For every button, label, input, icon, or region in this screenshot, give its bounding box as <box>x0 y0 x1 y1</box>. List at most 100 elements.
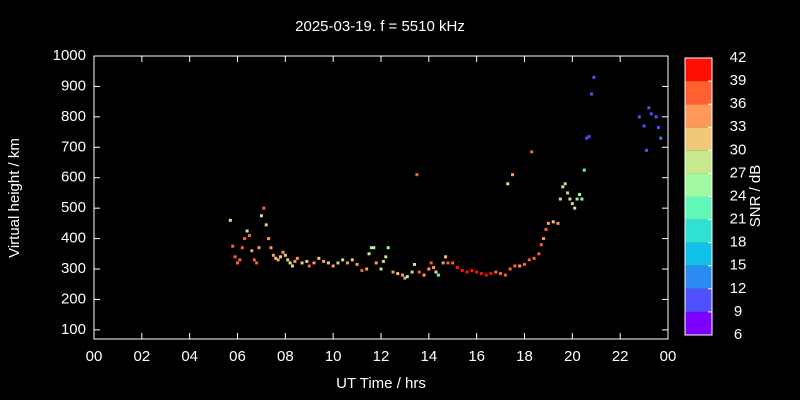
point <box>436 273 440 277</box>
colorbar-swatch <box>685 150 712 174</box>
point <box>575 197 579 201</box>
point <box>551 220 555 224</box>
x-tick-label: 16 <box>468 348 485 365</box>
point <box>245 229 249 233</box>
point <box>379 267 383 271</box>
point <box>587 135 591 139</box>
x-tick-label: 12 <box>373 348 390 365</box>
colorbar-tick-label: 21 <box>730 211 747 228</box>
point <box>412 262 416 266</box>
point <box>360 269 364 273</box>
point <box>257 246 261 250</box>
point <box>537 252 541 256</box>
point <box>252 258 256 262</box>
point <box>499 272 503 276</box>
point <box>341 258 345 262</box>
point <box>441 261 445 265</box>
point <box>300 261 304 265</box>
point <box>367 252 371 256</box>
point <box>644 148 648 152</box>
point <box>312 261 316 265</box>
point <box>238 258 242 262</box>
x-tick-label: 00 <box>86 348 103 365</box>
point <box>240 246 244 250</box>
point <box>558 197 562 201</box>
point <box>568 197 572 201</box>
point <box>236 261 239 265</box>
x-tick-label: 04 <box>181 348 198 365</box>
point <box>355 262 359 266</box>
point <box>243 237 247 241</box>
point <box>592 75 596 79</box>
point <box>484 273 488 277</box>
point <box>369 246 373 250</box>
colorbar-swatch <box>685 173 712 197</box>
point <box>274 256 278 260</box>
point <box>434 270 438 274</box>
x-tick-label: 00 <box>660 348 677 365</box>
colorbar-tick-label: 39 <box>730 72 747 89</box>
x-axis-label: UT Time / hrs <box>336 375 426 392</box>
colorbar-tick-label: 27 <box>730 164 747 181</box>
point <box>585 136 589 140</box>
point <box>403 276 407 280</box>
colorbar-tick-label: 9 <box>734 303 742 320</box>
point <box>264 223 268 227</box>
point <box>255 261 259 265</box>
colorbar-tick-label: 15 <box>730 257 747 274</box>
point <box>262 206 266 210</box>
point <box>381 259 385 263</box>
point <box>259 214 263 218</box>
point <box>659 136 663 140</box>
point <box>401 273 405 277</box>
point <box>286 258 290 262</box>
y-tick-label: 500 <box>61 199 86 216</box>
point <box>279 255 283 259</box>
point <box>570 202 574 206</box>
point <box>231 244 235 248</box>
point <box>384 255 388 259</box>
chart-title: 2025-03-19. f = 5510 kHz <box>295 18 465 35</box>
point <box>489 272 493 276</box>
point <box>415 173 419 177</box>
point <box>417 270 421 274</box>
point <box>451 261 455 265</box>
point <box>470 269 474 273</box>
colorbar-swatch <box>685 58 712 82</box>
point <box>276 258 280 262</box>
point <box>283 253 287 257</box>
point <box>527 258 531 262</box>
y-tick-label: 200 <box>61 290 86 307</box>
point <box>427 267 431 271</box>
point <box>637 115 641 119</box>
point <box>506 182 510 186</box>
point <box>530 150 534 154</box>
x-tick-label: 06 <box>229 348 246 365</box>
point <box>582 168 586 172</box>
point <box>346 261 350 265</box>
point <box>580 197 584 201</box>
colorbar-tick-label: 33 <box>730 118 747 135</box>
point <box>532 256 536 260</box>
point <box>374 261 378 265</box>
point <box>546 221 550 225</box>
point <box>642 124 646 128</box>
point <box>523 262 526 266</box>
point <box>556 221 560 225</box>
point <box>656 126 660 130</box>
y-tick-label: 100 <box>61 321 86 338</box>
point <box>386 246 390 250</box>
x-tick-label: 10 <box>325 348 342 365</box>
point <box>475 270 479 274</box>
y-tick-label: 700 <box>61 138 86 155</box>
colorbar-swatch <box>685 288 712 312</box>
x-tick-label: 14 <box>420 348 437 365</box>
point <box>539 243 543 247</box>
colorbar-swatch <box>685 242 712 266</box>
point <box>269 246 273 250</box>
point <box>422 273 426 277</box>
point <box>267 237 271 241</box>
point <box>410 270 414 274</box>
point <box>573 206 577 210</box>
